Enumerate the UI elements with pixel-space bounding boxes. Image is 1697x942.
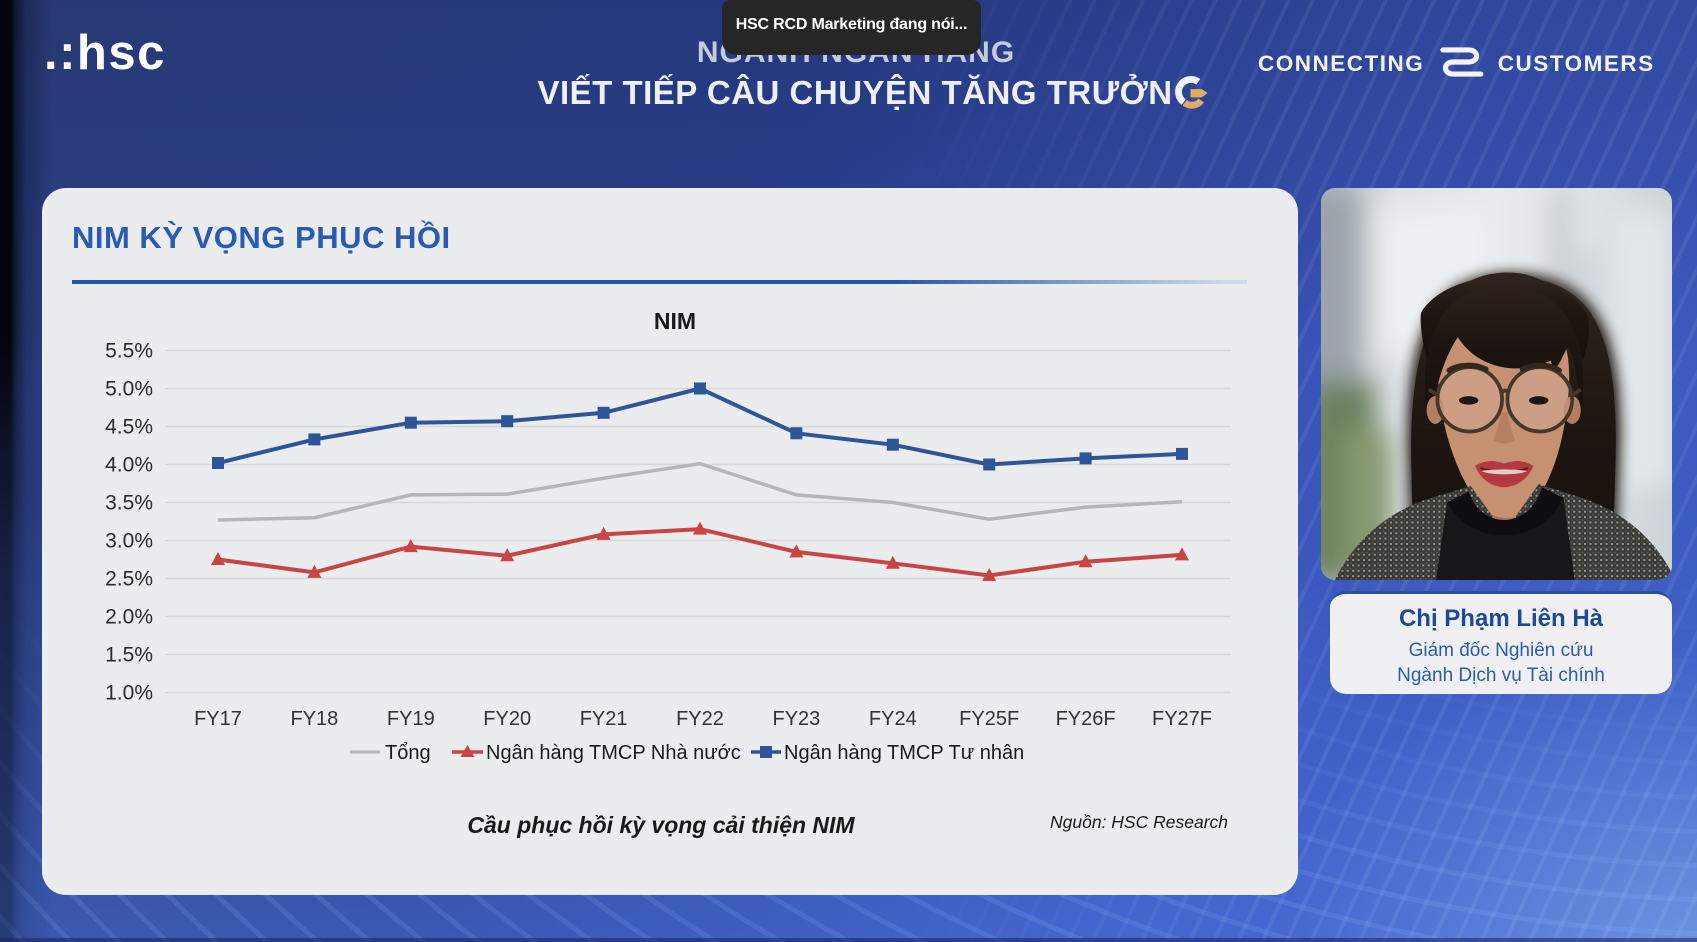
svg-text:FY27F: FY27F <box>1152 708 1212 730</box>
svg-text:4.0%: 4.0% <box>105 454 153 477</box>
svg-text:Tổng: Tổng <box>385 742 431 764</box>
svg-text:NIM: NIM <box>654 308 696 334</box>
svg-text:1.5%: 1.5% <box>105 644 153 667</box>
svg-text:Nguồn: HSC Research: Nguồn: HSC Research <box>1050 812 1228 832</box>
svg-text:FY26F: FY26F <box>1056 708 1116 730</box>
svg-text:4.5%: 4.5% <box>105 416 153 439</box>
svg-text:Cầu phục hồi kỳ vọng cải thiện: Cầu phục hồi kỳ vọng cải thiện NIM <box>467 812 855 838</box>
svg-text:Ngân hàng TMCP Tư nhân: Ngân hàng TMCP Tư nhân <box>784 742 1024 764</box>
svg-text:3.0%: 3.0% <box>105 530 153 553</box>
svg-text:FY17: FY17 <box>194 708 242 730</box>
svg-text:FY18: FY18 <box>290 708 338 730</box>
svg-text:FY23: FY23 <box>772 708 820 730</box>
svg-text:FY24: FY24 <box>869 708 917 730</box>
svg-text:5.0%: 5.0% <box>105 378 153 401</box>
svg-text:FY19: FY19 <box>387 708 435 730</box>
svg-text:2.5%: 2.5% <box>105 568 153 591</box>
svg-text:3.5%: 3.5% <box>105 492 153 515</box>
svg-text:FY22: FY22 <box>676 708 724 730</box>
svg-text:FY25F: FY25F <box>959 708 1019 730</box>
svg-text:FY20: FY20 <box>483 708 531 730</box>
svg-text:5.5%: 5.5% <box>105 340 153 363</box>
svg-text:1.0%: 1.0% <box>105 682 153 705</box>
svg-text:Ngân hàng TMCP Nhà nước: Ngân hàng TMCP Nhà nước <box>486 742 741 764</box>
svg-text:FY21: FY21 <box>580 708 628 730</box>
svg-text:2.0%: 2.0% <box>105 606 153 629</box>
